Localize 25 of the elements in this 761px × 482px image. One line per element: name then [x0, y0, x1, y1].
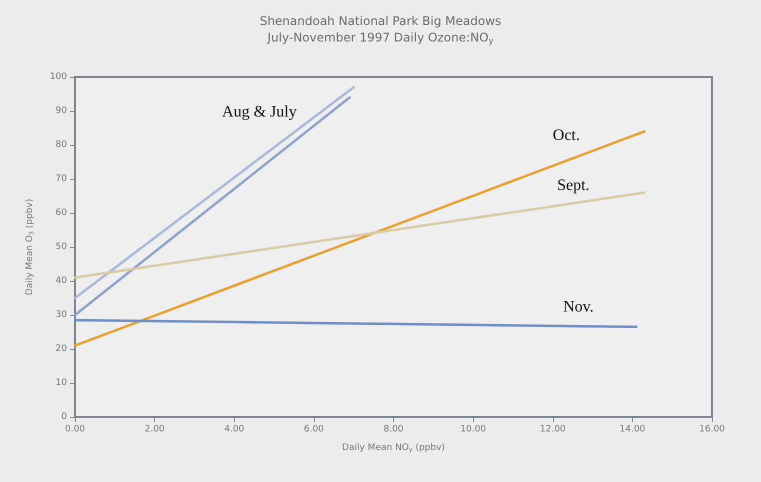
y-tick-label: 30 — [56, 310, 68, 320]
x-tick-label: 0.00 — [64, 424, 86, 434]
y-tick-label: 60 — [56, 208, 68, 218]
series-label: Sept. — [557, 177, 590, 194]
y-tick-label: 0 — [61, 412, 68, 422]
y-tick-label: 20 — [56, 344, 68, 354]
chart-title: Shenandoah National Park Big Meadows — [260, 14, 502, 28]
x-tick-label: 12.00 — [540, 424, 566, 434]
y-tick-label: 40 — [56, 276, 68, 286]
x-tick-label: 14.00 — [619, 424, 646, 434]
x-tick-label: 16.00 — [699, 424, 726, 434]
y-tick-label: 100 — [50, 72, 68, 82]
series-label: Oct. — [552, 126, 580, 144]
x-tick-label: 2.00 — [144, 424, 165, 434]
x-tick-label: 6.00 — [304, 424, 324, 434]
series-label: Aug & July — [222, 104, 297, 121]
y-tick-label: 90 — [56, 106, 68, 116]
x-tick-label: 10.00 — [460, 424, 486, 434]
x-tick-label: 4.00 — [224, 424, 245, 434]
series-label: Nov. — [563, 298, 594, 316]
x-tick-label: 8.00 — [383, 424, 404, 434]
y-tick-label: 70 — [56, 174, 68, 184]
y-tick-label: 10 — [56, 378, 68, 388]
y-tick-label: 50 — [56, 242, 68, 252]
y-tick-label: 80 — [56, 140, 68, 150]
